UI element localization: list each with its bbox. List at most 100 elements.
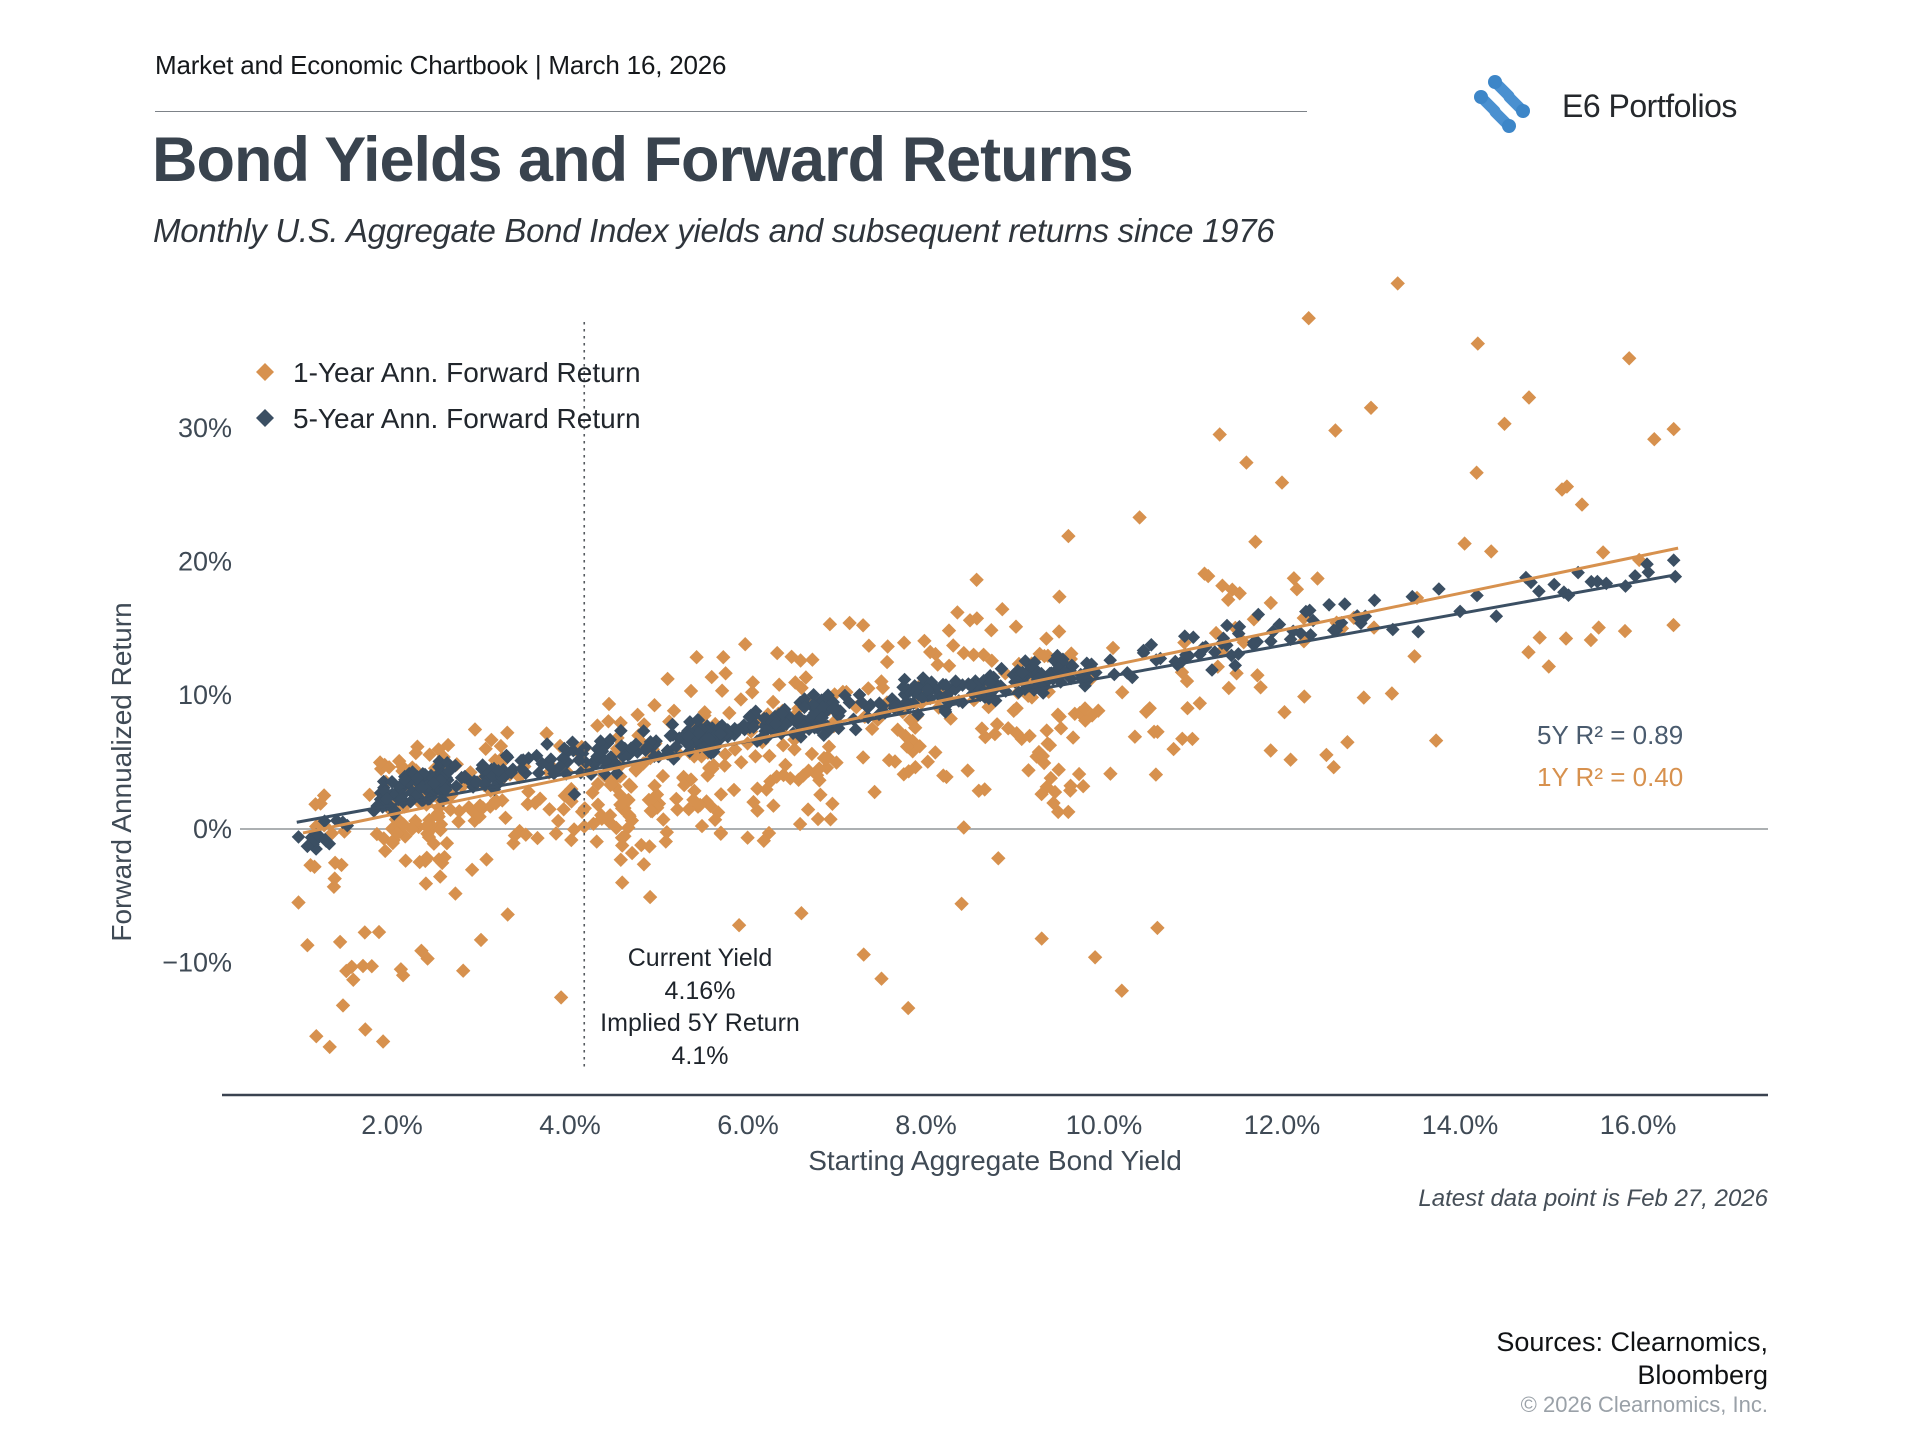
scatter-point bbox=[327, 871, 342, 886]
scatter-point bbox=[928, 646, 943, 662]
scatter-point bbox=[1037, 648, 1052, 664]
scatter-point bbox=[420, 826, 435, 841]
scatter-point bbox=[572, 753, 586, 767]
scatter-point bbox=[896, 680, 910, 695]
scatter-point bbox=[960, 763, 975, 778]
scatter-point bbox=[613, 787, 628, 803]
x-tick-label: 4.0% bbox=[539, 1110, 601, 1140]
scatter-point bbox=[930, 657, 945, 672]
scatter-point bbox=[917, 633, 932, 649]
scatter-point bbox=[694, 749, 709, 764]
scatter-point bbox=[1071, 766, 1087, 782]
scatter-point bbox=[978, 729, 993, 745]
scatter-point bbox=[355, 958, 371, 974]
scatter-point bbox=[946, 638, 961, 653]
scatter-point bbox=[1289, 582, 1305, 597]
scatter-point bbox=[898, 728, 913, 744]
scatter-point bbox=[521, 784, 536, 799]
scatter-point bbox=[1453, 604, 1467, 619]
scatter-point bbox=[1212, 427, 1227, 442]
scatter-point bbox=[984, 653, 999, 668]
scatter-point bbox=[1021, 763, 1036, 778]
scatter-point bbox=[702, 732, 716, 746]
scatter-point bbox=[1263, 595, 1278, 611]
scatter-point bbox=[791, 701, 806, 716]
scatter-point bbox=[1168, 654, 1183, 669]
scatter-point bbox=[874, 971, 889, 986]
scatter-point bbox=[903, 712, 918, 728]
scatter-point bbox=[750, 803, 765, 818]
scatter-point bbox=[971, 783, 986, 798]
scatter-point bbox=[1666, 553, 1681, 567]
scatter-point bbox=[805, 652, 820, 667]
scatter-point bbox=[936, 768, 951, 783]
x-tick-label: 10.0% bbox=[1066, 1110, 1143, 1140]
scatter-point bbox=[621, 820, 636, 835]
y-axis-title: Forward Annualized Return bbox=[106, 602, 137, 941]
scatter-point bbox=[636, 717, 652, 732]
scatter-point bbox=[905, 733, 920, 749]
scatter-point bbox=[594, 811, 609, 826]
scatter-point bbox=[1179, 673, 1195, 689]
scatter-point bbox=[483, 799, 498, 814]
scatter-point bbox=[1220, 618, 1234, 633]
scatter-point bbox=[1043, 770, 1058, 786]
scatter-point bbox=[1363, 400, 1379, 415]
scatter-point bbox=[1405, 589, 1420, 604]
scatter-point bbox=[634, 837, 649, 853]
scatter-point bbox=[520, 796, 535, 812]
scatter-point bbox=[647, 778, 662, 793]
scatter-point bbox=[300, 938, 315, 953]
scatter-point bbox=[615, 875, 630, 890]
scatter-point bbox=[553, 990, 569, 1005]
scatter-point bbox=[1192, 647, 1207, 662]
scatter-point bbox=[1297, 689, 1312, 704]
scatter-point bbox=[969, 611, 985, 626]
scatter-point bbox=[659, 825, 674, 840]
scatter-point bbox=[643, 803, 658, 819]
scatter-point bbox=[713, 825, 729, 840]
scatter-point bbox=[1524, 575, 1538, 590]
scatter-point bbox=[1334, 616, 1349, 630]
scatter-point bbox=[842, 615, 857, 631]
scatter-point bbox=[1052, 709, 1067, 724]
scatter-point bbox=[1028, 662, 1042, 676]
current-yield-annotation: Current Yield 4.16% Implied 5Y Return 4.… bbox=[600, 944, 800, 1070]
scatter-point bbox=[731, 918, 747, 933]
header-divider bbox=[155, 111, 1307, 112]
scatter-point bbox=[756, 833, 771, 848]
scatter-point bbox=[1022, 728, 1037, 744]
scatter-point bbox=[714, 683, 730, 698]
scatter-point bbox=[864, 721, 880, 736]
scatter-point bbox=[692, 797, 708, 813]
scatter-point bbox=[598, 754, 612, 768]
scatter-point bbox=[713, 787, 729, 802]
scatter-point bbox=[779, 717, 793, 731]
scatter-point bbox=[1008, 619, 1024, 634]
chart-legend: 1-Year Ann. Forward Return 5-Year Ann. F… bbox=[256, 357, 641, 434]
scatter-point bbox=[636, 857, 652, 872]
scatter-point bbox=[1065, 730, 1081, 745]
scatter-point bbox=[512, 769, 527, 785]
scatter-point bbox=[1001, 721, 1016, 736]
scatter-point bbox=[784, 649, 799, 664]
scatter-point bbox=[740, 736, 755, 751]
scatter-point bbox=[408, 813, 423, 829]
scatter-point bbox=[1127, 729, 1143, 744]
legend-marker-1y bbox=[256, 363, 274, 381]
scatter-point bbox=[644, 794, 659, 810]
scatter-point bbox=[823, 812, 838, 827]
scatter-point bbox=[332, 934, 348, 950]
scatter-point bbox=[984, 623, 999, 638]
scatter-point bbox=[1034, 786, 1049, 802]
x-tick-label: 14.0% bbox=[1422, 1110, 1499, 1140]
scatter-point bbox=[663, 729, 678, 743]
scatter-point bbox=[586, 816, 601, 831]
y-tick-label: 20% bbox=[178, 547, 232, 577]
scatter-point bbox=[726, 782, 742, 798]
scatter-point bbox=[422, 747, 437, 762]
scatter-point bbox=[1301, 311, 1316, 326]
scatter-point bbox=[300, 839, 315, 854]
implied-return-value: 4.1% bbox=[672, 1042, 729, 1070]
scatter-point bbox=[414, 943, 429, 958]
